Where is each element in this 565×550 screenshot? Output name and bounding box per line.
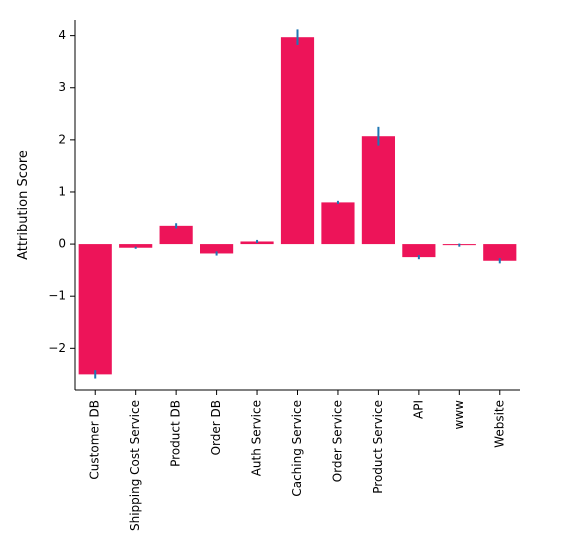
y-axis-label: Attribution Score <box>16 150 31 260</box>
x-tick-label: Caching Service <box>290 400 304 497</box>
x-tick-label: www <box>452 400 466 430</box>
y-tick-label: 0 <box>58 237 66 251</box>
bar <box>321 202 354 244</box>
x-tick-label: Product Service <box>371 400 385 494</box>
bar <box>160 226 193 244</box>
x-tick-label: Order Service <box>330 400 344 482</box>
x-tick-label: API <box>411 400 425 419</box>
bar <box>362 136 395 244</box>
bar <box>281 37 314 244</box>
bar <box>79 244 112 374</box>
attribution-bar-chart: −2 −1 0 1 2 3 4 Attribution Score Customer DB Shi… <box>0 0 565 550</box>
y-tick-label: 1 <box>58 184 66 198</box>
y-tick-label: −2 <box>48 341 66 355</box>
x-tick-label: Customer DB <box>88 400 102 480</box>
y-tick-label: 3 <box>58 80 66 94</box>
x-tick-label: Auth Service <box>250 400 264 476</box>
x-tick-label: Order DB <box>209 400 223 455</box>
x-tick-label: Shipping Cost Service <box>128 400 142 531</box>
y-tick-label: 4 <box>58 28 66 42</box>
y-tick-label: 2 <box>58 132 66 146</box>
x-tick-label: Product DB <box>169 400 183 467</box>
x-tick-label: Website <box>492 400 506 448</box>
y-tick-label: −1 <box>48 289 66 303</box>
